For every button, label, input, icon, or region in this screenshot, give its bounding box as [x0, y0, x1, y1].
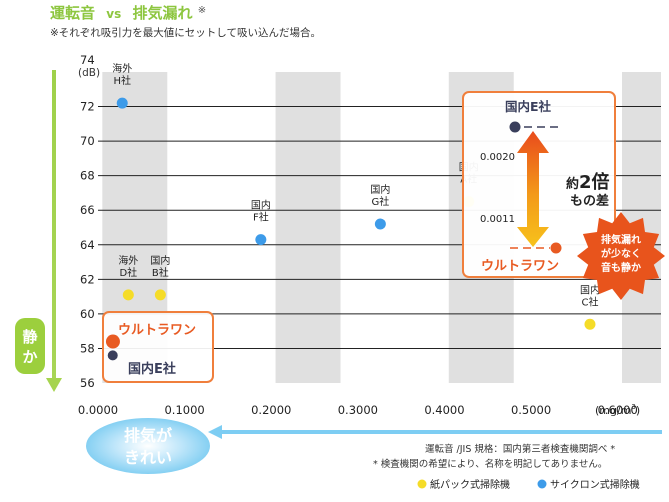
y-tick-label: 58: [80, 341, 95, 355]
x-tick-label: 0.3000: [338, 403, 378, 417]
quiet-badge: 静 か: [15, 318, 45, 374]
y-tick-label: 64: [80, 238, 95, 252]
burst-line1: 排気漏れ: [601, 233, 641, 246]
y-tick-label: 70: [80, 134, 95, 148]
y-tick-label: 56: [80, 376, 95, 390]
data-point: [374, 218, 386, 230]
x-tick-label: 0.6000: [598, 403, 638, 417]
clean-badge: 排気が きれい: [86, 418, 210, 474]
quiet-badge-line2: か: [22, 348, 37, 366]
point-domestic-e: [107, 350, 118, 361]
point-label: 国内: [251, 199, 271, 212]
y-tick-label: 62: [80, 272, 95, 286]
legend-swatch-paper: [417, 479, 427, 489]
point-label: C社: [581, 295, 598, 308]
data-point: [255, 234, 267, 246]
point-label: D社: [119, 266, 137, 279]
y-tick-label: 60: [80, 307, 95, 321]
x-tick-label: 0.5000: [511, 403, 551, 417]
point-label: B社: [152, 266, 169, 279]
callout-box: 国内E社 0.0020 0.0011 約2倍 もの差 ウルトラワン: [462, 91, 616, 278]
difference-arrow: [517, 131, 549, 247]
point-ultralawan: [105, 334, 120, 349]
data-point: [584, 318, 596, 330]
y-tick-label: 72: [80, 100, 95, 114]
quiet-badge-line1: 静: [22, 328, 37, 346]
clean-arrow: [208, 425, 662, 439]
x-tick-label: 0.1000: [164, 403, 204, 417]
title-vs: vs: [106, 7, 121, 21]
callout-bottom-label: ウルトラワン: [481, 259, 559, 274]
plot-band: [275, 72, 341, 383]
title-part-b: 排気漏れ: [132, 4, 192, 22]
x-axis-ticks: 0.0000 0.1000 0.2000 0.3000 0.4000 0.5000 0.60…: [78, 403, 638, 417]
callout-top-label: 国内E社: [505, 99, 552, 114]
callout-diff-post: もの差: [570, 193, 609, 209]
title-mark: ※: [198, 5, 206, 16]
point-label: 国内: [580, 283, 600, 296]
y-tick-label: 74: [80, 53, 95, 67]
burst-shape: [577, 212, 665, 300]
callout-top-marker: [509, 121, 521, 133]
point-label: G社: [371, 195, 389, 208]
title-part-a: 運転音: [50, 4, 95, 22]
legend-label-cyclone: サイクロン式掃除機: [550, 478, 640, 491]
burst-line2: が少なく: [601, 247, 641, 260]
legend-swatch-cyclone: [537, 479, 547, 489]
point-label: 海外: [118, 254, 138, 267]
callout-bottom-value: 0.0011: [480, 214, 515, 225]
data-point: [116, 97, 128, 109]
y-tick-label: 66: [80, 203, 95, 217]
quiet-arrow: [46, 70, 62, 392]
chart-subtitle: ※それぞれ吸引力を最大値にセットして吸い込んだ場合。: [50, 26, 321, 39]
y-axis-ticks: 56 58 60 62 64 66 68 70 72 74: [80, 53, 95, 390]
burst-badge: 排気漏れ が少なく 音も静か: [577, 212, 665, 300]
x-tick-label: 0.4000: [424, 403, 464, 417]
footnote-2: * 検査機関の希望により、名称を明記してありません。: [373, 458, 607, 470]
legend: 紙パック式掃除機 サイクロン式掃除機: [417, 478, 640, 491]
highlight-box: ウルトラワン 国内E社: [102, 311, 214, 383]
callout-top-value: 0.0020: [480, 152, 515, 163]
x-tick-label: 0.0000: [78, 403, 118, 417]
highlight-domestic-e-label: 国内E社: [128, 361, 176, 377]
highlight-ultralawan-label: ウルトラワン: [118, 323, 196, 338]
y-tick-label: 68: [80, 169, 95, 183]
clean-badge-line1: 排気が: [124, 426, 172, 445]
callout-bottom-marker: [550, 242, 562, 254]
point-label: 国内: [150, 254, 170, 267]
x-axis-unit: (mg/m3): [595, 403, 640, 417]
point-label: 海外: [112, 62, 132, 75]
data-point: [154, 289, 166, 301]
chart-header: 運転音 vs 排気漏れ ※ ※それぞれ吸引力を最大値にセットして吸い込んだ場合。: [50, 4, 321, 39]
clean-badge-line2: きれい: [124, 448, 172, 467]
data-point: [122, 289, 134, 301]
y-axis-unit: (dB): [78, 67, 100, 79]
highlight-points: [105, 334, 120, 361]
burst-line3: 音も静か: [601, 261, 641, 274]
x-tick-label: 0.2000: [251, 403, 291, 417]
footnote-1: 運転音 /JIS 規格：国内第三者検査機関調べ *: [425, 443, 615, 455]
callout-diff: 約2倍: [566, 171, 610, 193]
legend-label-paper: 紙パック式掃除機: [430, 478, 510, 491]
point-label: H社: [113, 74, 131, 87]
svg-text:運転音 vs 排気漏れ: 運転音 vs 排気漏れ ※: [50, 4, 206, 22]
point-label: 国内: [370, 183, 390, 196]
point-label: F社: [253, 211, 269, 224]
